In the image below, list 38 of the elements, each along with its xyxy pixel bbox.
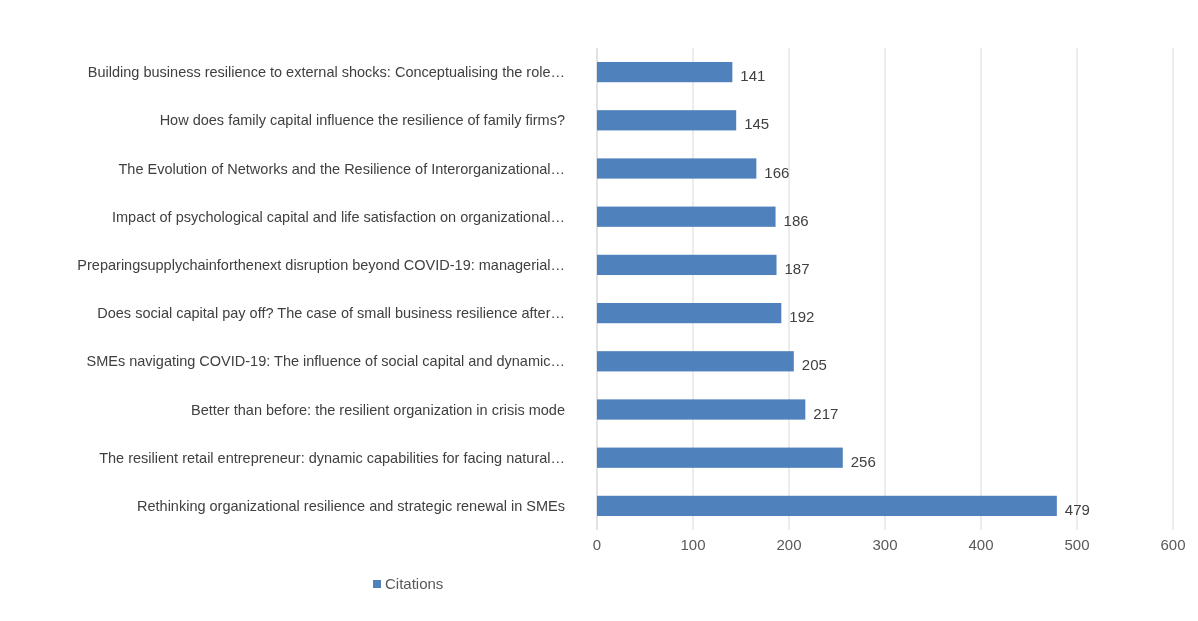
- data-label: 166: [764, 163, 790, 181]
- data-label: 186: [783, 211, 809, 229]
- y-tick-label: Building business resilience to external shocks: Conceptualising the role…: [87, 64, 565, 81]
- data-label: 205: [801, 356, 827, 374]
- bar: [597, 254, 777, 276]
- bar: [597, 351, 794, 372]
- x-tick-label: 0: [592, 536, 602, 553]
- y-tick-label: The Evolution of Networks and the Resilience of Interorganizational…: [118, 160, 565, 177]
- data-label: 479: [1064, 500, 1090, 518]
- bar: [597, 158, 757, 179]
- data-label: 192: [789, 308, 815, 326]
- data-label: 141: [740, 67, 766, 85]
- data-label: 145: [744, 115, 770, 133]
- legend-label: Citations: [385, 575, 444, 592]
- data-label: 256: [850, 452, 876, 470]
- y-tick-label: Rethinking organizational resilience and strategic renewal in SMEs: [137, 497, 565, 514]
- x-tick-label: 100: [680, 536, 706, 553]
- x-tick-label: 600: [1160, 536, 1186, 553]
- x-tick-label: 500: [1064, 536, 1090, 553]
- y-tick-label: SMEs navigating COVID-19: The influence of social capital and dynamic…: [86, 353, 565, 370]
- bar: [597, 61, 733, 83]
- data-label: 187: [784, 259, 810, 277]
- y-tick-label: The resilient retail entrepreneur: dynamic capabilities for facing natural…: [99, 449, 565, 466]
- bar: [597, 447, 843, 468]
- y-tick-label: Better than before: the resilient organization in crisis mode: [191, 401, 565, 418]
- bar: [597, 495, 1057, 517]
- bar: [597, 302, 782, 324]
- x-tick-label: 200: [776, 536, 802, 553]
- bar: [597, 110, 737, 131]
- bar: [597, 399, 806, 420]
- x-tick-label: 400: [968, 536, 994, 553]
- y-tick-label: Does social capital pay off? The case of small business resilience after…: [97, 305, 565, 322]
- x-tick-label: 300: [872, 536, 898, 553]
- data-label: 217: [813, 404, 839, 422]
- y-tick-label: How does family capital influence the resilience of family firms?: [159, 112, 565, 129]
- y-tick-label: Impact of psychological capital and life satisfaction on organizational…: [112, 208, 565, 225]
- y-tick-label: Preparingsupplychainforthenext disruption beyond COVID-19: managerial…: [77, 256, 565, 273]
- bar: [597, 206, 776, 227]
